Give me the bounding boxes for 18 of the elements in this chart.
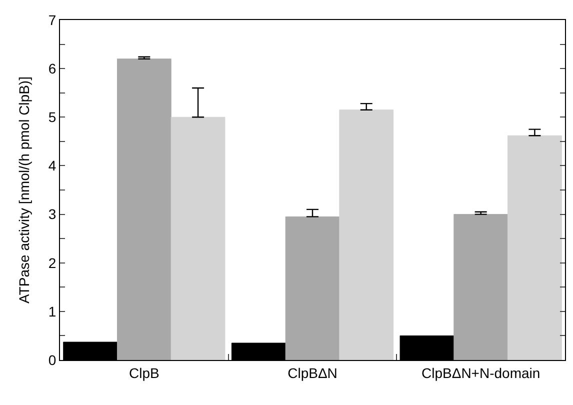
x-tick-label: ClpBΔN+N-domain [421,364,540,381]
y-tick-label: 6 [48,60,56,76]
y-tick-label: 5 [48,109,56,126]
bar [116,58,172,360]
x-tick-label: ClpBΔN [288,364,338,381]
y-axis-title: ATPase activity [nmol/(h pmol ClpB)] [16,76,32,304]
y-tick-label: 7 [48,12,56,28]
bar [339,110,394,360]
x-tick-label: ClpB [128,364,160,381]
y-tick-label: 0 [48,352,56,368]
y-tick-label: 2 [48,254,56,271]
y-tick-label: 4 [48,158,56,174]
bar [170,116,226,360]
y-tick-label: 1 [48,303,56,320]
y-tick-label: 3 [48,206,56,222]
bar [285,216,340,360]
bar [508,135,562,360]
bar [454,214,508,360]
